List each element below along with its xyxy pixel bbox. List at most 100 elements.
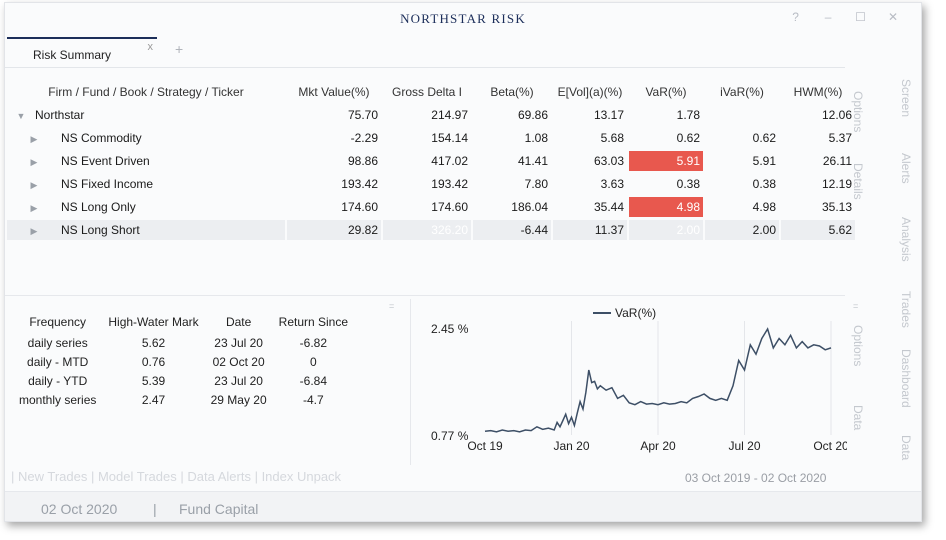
cell-beta: 69.86	[517, 108, 548, 122]
cell-gross: 214.97	[431, 108, 468, 122]
cell-beta: 41.41	[517, 154, 548, 168]
x-tick-label: Oct 20	[813, 439, 847, 453]
expand-caret-icon[interactable]: ▶	[30, 180, 38, 190]
row-name: ▶ NS Long Short	[7, 220, 285, 240]
x-tick-label: Jan 20	[553, 439, 589, 453]
tab-close-icon[interactable]: x	[147, 41, 154, 53]
side-tab-options-bottom[interactable]: Options	[851, 325, 865, 367]
side-tab-strip: Options Details Options Data Screen Aler…	[843, 63, 921, 473]
cell-evol: 35.44	[593, 200, 624, 214]
col-header-beta[interactable]: Beta(%)	[490, 85, 534, 99]
cell-evol: 11.37	[553, 220, 627, 240]
cell-hwm: 35.13	[821, 200, 852, 214]
cell-var: 0.62	[676, 131, 700, 145]
drag-handle-icon[interactable]: =	[853, 301, 859, 311]
hwm-cell: 23 Jul 20	[214, 373, 263, 388]
collapse-caret-icon[interactable]: ▼	[16, 111, 26, 121]
table-row[interactable]: ▶ NS Event Driven 98.86 417.02 41.41 63.0…	[7, 151, 855, 171]
side-tab-screen[interactable]: Screen	[899, 79, 913, 118]
col-header-mkt[interactable]: Mkt Value(%)	[298, 85, 370, 99]
cell-ivar: 5.91	[752, 154, 776, 168]
cell-var: 0.38	[676, 177, 700, 191]
add-tab-icon[interactable]: +	[175, 41, 184, 57]
cell-hwm: 12.06	[821, 108, 852, 122]
link-data-alerts[interactable]: | Data Alerts	[180, 469, 251, 484]
tab-risk-summary[interactable]: Risk Summary x	[7, 37, 157, 69]
help-icon[interactable]: ?	[792, 10, 799, 24]
close-icon[interactable]: ✕	[887, 10, 899, 24]
status-bar: 02 Oct 2020 | Fund Capital	[5, 491, 921, 521]
table-row[interactable]: ▶ NS Long Only 174.60 174.60 186.04 35.44…	[7, 197, 855, 217]
side-tab-trades[interactable]: Trades	[899, 291, 913, 328]
hwm-header: Frequency High-Water Mark Date Return Si…	[13, 311, 354, 333]
minimize-icon[interactable]: –	[824, 10, 832, 24]
hwm-cell: 23 Jul 20	[214, 335, 263, 350]
side-tab-analysis[interactable]: Analysis	[899, 217, 913, 262]
drag-handle-icon[interactable]: =	[389, 301, 395, 311]
hwm-cell: daily - YTD	[28, 373, 88, 388]
hwm-cell: -6.82	[299, 335, 328, 350]
expand-caret-icon[interactable]: ▶	[30, 157, 38, 167]
tab-label: Risk Summary	[33, 48, 112, 62]
cell-ivar: 0.38	[752, 177, 776, 191]
date-range: 03 Oct 2019 - 02 Oct 2020	[685, 471, 827, 485]
hwm-col-mark: High-Water Mark	[108, 315, 199, 329]
side-tab-dashboard[interactable]: Dashboard	[899, 349, 913, 408]
hwm-cell: -4.7	[303, 392, 324, 407]
hwm-cell: -6.84	[299, 373, 328, 388]
var-chart: VaR(%) 2.45 % 0.77 % Oct 19 Jan 20 Apr 20 J…	[431, 306, 847, 453]
col-header-evol[interactable]: E[Vol](a)(%)	[557, 85, 623, 99]
side-tab-data-outer[interactable]: Data	[899, 435, 913, 461]
row-label: NS Event Driven	[61, 154, 150, 168]
expand-caret-icon[interactable]: ▶	[30, 134, 38, 144]
cell-beta: 7.80	[524, 177, 548, 191]
expand-caret-icon[interactable]: ▶	[30, 226, 38, 236]
table-row[interactable]: ▶ NS Commodity -2.29 154.14 1.08 5.68 0.6…	[7, 128, 855, 148]
hwm-col-date: Date	[225, 315, 252, 329]
cell-gross: 417.02	[431, 154, 468, 168]
table-row[interactable]: ▼ Northstar 75.70 214.97 69.86 13.17 1.78…	[7, 105, 855, 125]
cell-gross: 154.14	[431, 131, 468, 145]
status-fund-capital[interactable]: Fund Capital	[179, 501, 259, 517]
side-tab-data-inner[interactable]: Data	[851, 405, 865, 431]
cell-ivar: 0.62	[752, 131, 776, 145]
row-label: NS Commodity	[61, 131, 142, 145]
col-header-hwm[interactable]: HWM(%)	[793, 85, 843, 99]
row-name: ▶ NS Fixed Income	[7, 174, 285, 194]
cell-evol: 63.03	[593, 154, 624, 168]
col-header-ivar[interactable]: iVaR(%)	[720, 85, 764, 99]
status-date[interactable]: 02 Oct 2020	[41, 501, 118, 517]
col-header-var[interactable]: VaR(%)	[645, 85, 687, 99]
y-tick-label: 0.77 %	[431, 429, 469, 443]
row-name: ▼ Northstar	[7, 105, 285, 125]
row-label: NS Long Short	[61, 223, 140, 237]
risk-grid: Firm / Fund / Book / Strategy / Ticker M…	[5, 79, 857, 243]
cell-hwm: 26.11	[822, 154, 852, 168]
hwm-cell: 5.62	[141, 335, 166, 350]
col-header-name[interactable]: Firm / Fund / Book / Strategy / Ticker	[48, 85, 244, 99]
vertical-splitter[interactable]	[410, 299, 411, 465]
tab-divider	[5, 67, 845, 68]
hwm-cell: 0.76	[141, 354, 166, 369]
side-tab-alerts[interactable]: Alerts	[899, 153, 913, 184]
row-name: ▶ NS Commodity	[7, 128, 285, 148]
link-new-trades[interactable]: | New Trades	[11, 469, 88, 484]
legend-label[interactable]: VaR(%)	[615, 306, 656, 320]
horizontal-splitter[interactable]	[5, 295, 845, 296]
link-model-trades[interactable]: | Model Trades	[90, 469, 177, 484]
link-index-unpack[interactable]: | Index Unpack	[254, 469, 342, 484]
table-row-selected[interactable]: ▶ NS Long Short 29.82 326.20 -6.44 11.37 …	[7, 220, 855, 240]
x-tick-label: Oct 19	[467, 439, 503, 453]
side-tab-options-top[interactable]: Options	[851, 91, 865, 133]
table-row[interactable]: ▶ NS Fixed Income 193.42 193.42 7.80 3.63…	[7, 174, 855, 194]
expand-caret-icon[interactable]: ▶	[30, 203, 38, 213]
cell-mkt: 98.86	[347, 154, 378, 168]
maximize-icon[interactable]: ☐	[855, 10, 866, 24]
col-header-gross[interactable]: Gross Delta I	[391, 85, 463, 99]
cell-mkt: 193.42	[341, 177, 378, 191]
cell-evol: 3.63	[600, 177, 624, 191]
side-tab-details[interactable]: Details	[851, 163, 865, 200]
hwm-cell: 2.47	[141, 392, 166, 407]
cell-var: 1.78	[676, 108, 700, 122]
quick-links: | New Trades | Model Trades | Data Alert…	[11, 469, 341, 484]
